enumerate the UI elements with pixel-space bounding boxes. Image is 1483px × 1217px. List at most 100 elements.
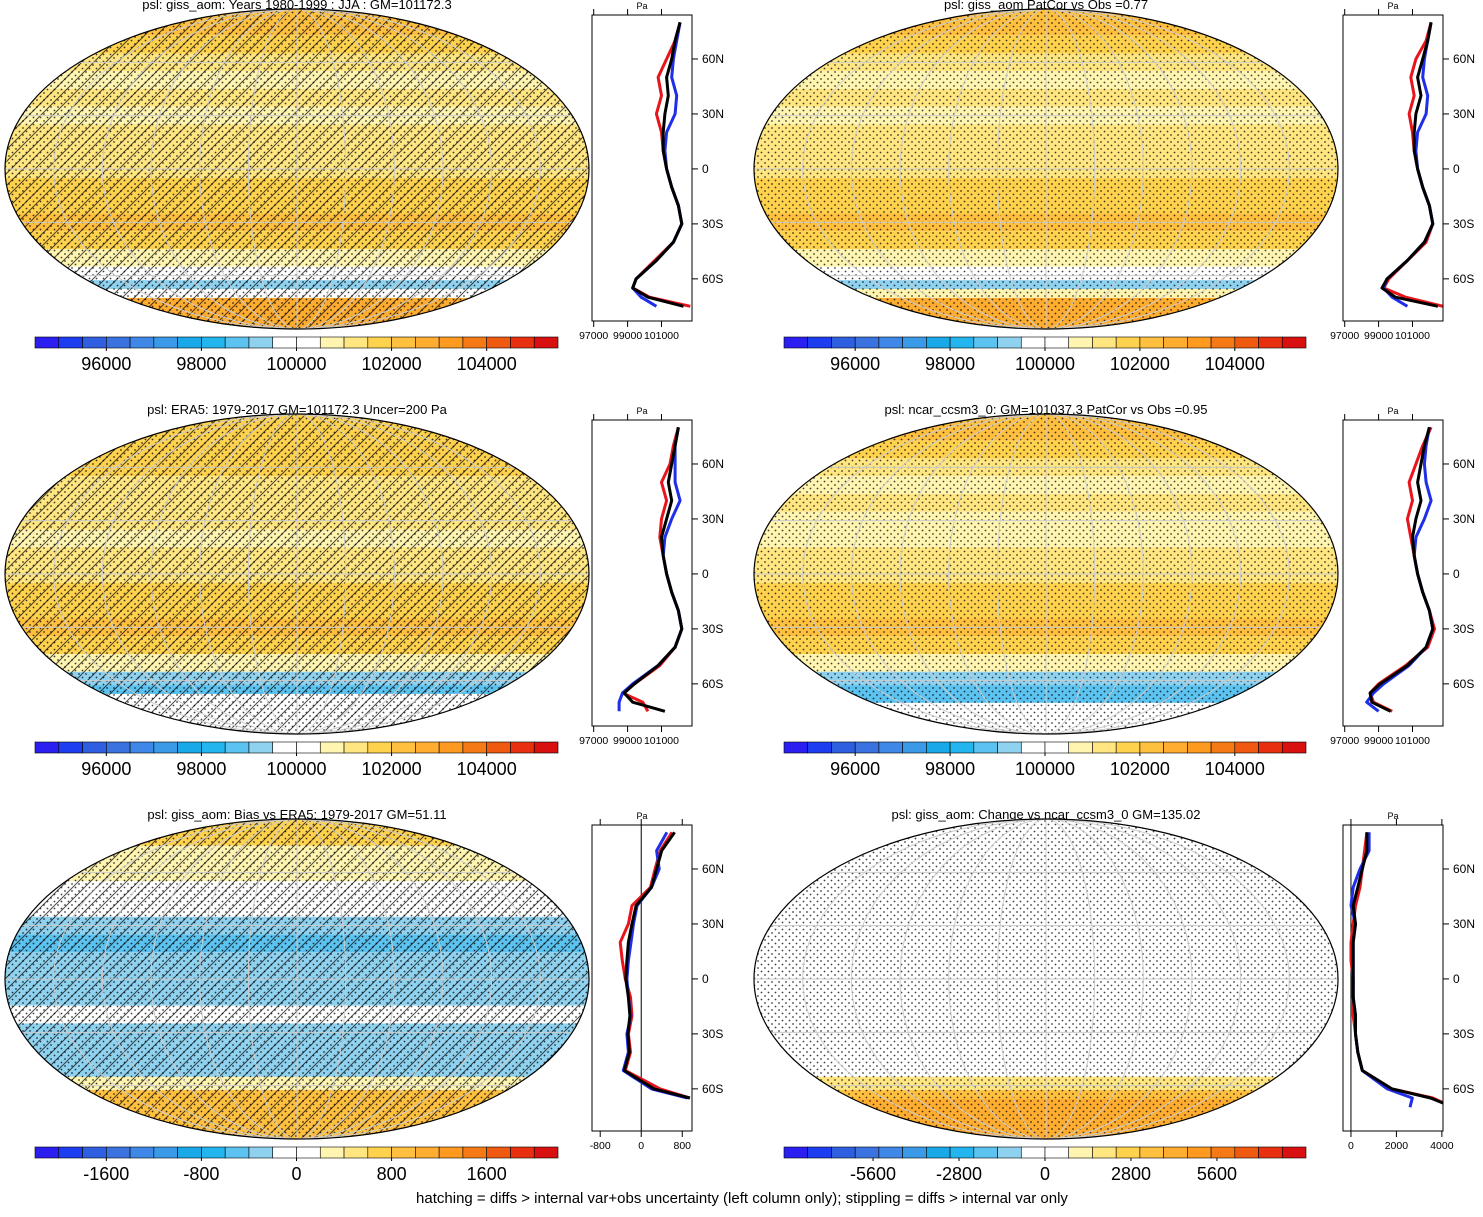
profile-panel: Pa 97000 99000 101000 60N 30N 0 30S 60S bbox=[1330, 406, 1475, 747]
colorbar-box bbox=[1139, 336, 1164, 349]
colorbar-box bbox=[201, 1146, 226, 1159]
profile-line bbox=[1368, 426, 1435, 713]
colorbar-box bbox=[343, 1146, 369, 1159]
colorbar-box bbox=[272, 1146, 297, 1159]
colorbar-box bbox=[106, 336, 131, 349]
x-axis-label: Pa bbox=[1387, 406, 1398, 416]
y-tick-label: 60N bbox=[1453, 862, 1475, 876]
x-tick-label: 99000 bbox=[1364, 330, 1393, 342]
x-tick-label: 97000 bbox=[579, 330, 608, 342]
colorbar-label: 98000 bbox=[925, 759, 975, 779]
x-axis-label: Pa bbox=[636, 406, 647, 416]
colorbar-label: 102000 bbox=[362, 354, 422, 374]
profile-lines bbox=[1365, 426, 1436, 713]
profile-panel: Pa 97000 99000 101000 60N 30N 0 30S 60S bbox=[579, 1, 724, 342]
y-tick-label: 0 bbox=[702, 972, 709, 986]
y-tick-label: 60N bbox=[1453, 52, 1475, 66]
colorbar-box bbox=[486, 1146, 511, 1159]
profile-line bbox=[617, 427, 684, 712]
colorbar-box bbox=[367, 336, 392, 349]
colorbar-box bbox=[129, 336, 155, 349]
colorbar-box bbox=[1044, 741, 1070, 754]
colorbar-label: 0 bbox=[291, 1164, 301, 1184]
colorbar-label: 800 bbox=[377, 1164, 407, 1184]
colorbar-box bbox=[1068, 1146, 1093, 1159]
colorbar-box bbox=[854, 336, 880, 349]
y-tick-label: 30S bbox=[702, 1027, 723, 1041]
y-tick-label: 60S bbox=[1453, 1082, 1474, 1096]
map-panel: psl: giss_aom: Bias vs ERA5: 1979-2017 G… bbox=[4, 807, 590, 1184]
colorbar-box bbox=[1187, 1146, 1212, 1159]
colorbar-label: -5600 bbox=[850, 1164, 896, 1184]
colorbar-label: 104000 bbox=[457, 759, 517, 779]
colorbar-label: 0 bbox=[1040, 1164, 1050, 1184]
colorbar-box bbox=[1163, 741, 1188, 754]
colorbar-box bbox=[462, 1146, 487, 1159]
colorbar-box bbox=[153, 1146, 178, 1159]
colorbar-box bbox=[248, 336, 274, 349]
profile-frame bbox=[1342, 419, 1444, 727]
colorbar-box bbox=[807, 1146, 832, 1159]
colorbar-box bbox=[319, 336, 345, 349]
colorbar-box bbox=[783, 336, 809, 349]
colorbar-box bbox=[248, 741, 274, 754]
colorbar-box bbox=[831, 741, 856, 754]
colorbar-box bbox=[854, 741, 880, 754]
profile-line bbox=[622, 831, 691, 1100]
colorbar-box bbox=[1115, 336, 1141, 349]
colorbar-box bbox=[510, 336, 535, 349]
map-panel: psl: giss_aom: Years 1980-1999 : JJA : G… bbox=[4, 0, 590, 374]
colorbar-label: -800 bbox=[183, 1164, 219, 1184]
profile-line bbox=[1351, 832, 1443, 1105]
colorbar-box bbox=[319, 741, 345, 754]
map-outline bbox=[753, 8, 1339, 330]
colorbar-box bbox=[1234, 1146, 1259, 1159]
colorbar-box bbox=[224, 741, 250, 754]
colorbar-box bbox=[201, 741, 226, 754]
colorbar-box bbox=[1139, 1146, 1164, 1159]
y-tick-label: 30N bbox=[702, 512, 724, 526]
colorbar-box bbox=[486, 336, 511, 349]
profile-lines bbox=[618, 825, 691, 1131]
colorbar-label: 100000 bbox=[266, 759, 326, 779]
profile-panel: Pa 97000 99000 101000 60N 30N 0 30S 60S bbox=[579, 406, 724, 747]
colorbar-box bbox=[272, 741, 297, 754]
colorbar-box bbox=[296, 336, 321, 349]
colorbar-box bbox=[82, 336, 107, 349]
colorbar-box bbox=[878, 1146, 903, 1159]
y-tick-label: 30S bbox=[702, 622, 723, 636]
y-tick-label: 60N bbox=[702, 862, 724, 876]
profile-line bbox=[622, 427, 684, 713]
colorbar-box bbox=[878, 741, 903, 754]
x-tick-label: 0 bbox=[1348, 1140, 1354, 1152]
colorbar-box bbox=[973, 1146, 998, 1159]
y-tick-label: 30N bbox=[1453, 917, 1475, 931]
colorbar-box bbox=[831, 336, 856, 349]
colorbar-box bbox=[1092, 336, 1117, 349]
colorbar-box bbox=[34, 741, 60, 754]
colorbar-box bbox=[1187, 336, 1212, 349]
colorbar-box bbox=[1092, 741, 1117, 754]
y-tick-label: 0 bbox=[702, 162, 709, 176]
colorbar-box bbox=[1187, 741, 1212, 754]
y-tick-label: 60S bbox=[702, 677, 723, 691]
colorbar-label: 98000 bbox=[176, 354, 226, 374]
x-axis-label: Pa bbox=[1387, 1, 1398, 11]
colorbar-box bbox=[58, 1146, 83, 1159]
colorbar-box bbox=[201, 336, 226, 349]
colorbar-box bbox=[949, 1146, 975, 1159]
x-tick-label: 99000 bbox=[613, 735, 642, 747]
colorbar-box bbox=[533, 1146, 559, 1159]
colorbar-box bbox=[1020, 336, 1046, 349]
profile-frame bbox=[591, 419, 693, 727]
colorbar-box bbox=[1044, 336, 1070, 349]
colorbar-label: 96000 bbox=[81, 354, 131, 374]
map-panel: psl: giss_aom PatCor vs Obs =0.77 96000 98… bbox=[753, 0, 1339, 374]
x-tick-label: 97000 bbox=[1330, 735, 1359, 747]
colorbar-box bbox=[415, 741, 440, 754]
profile-lines bbox=[1349, 825, 1443, 1131]
y-tick-label: 30N bbox=[1453, 107, 1475, 121]
y-tick-label: 30N bbox=[702, 107, 724, 121]
colorbar-label: 98000 bbox=[176, 759, 226, 779]
colorbar-label: 102000 bbox=[1110, 759, 1170, 779]
